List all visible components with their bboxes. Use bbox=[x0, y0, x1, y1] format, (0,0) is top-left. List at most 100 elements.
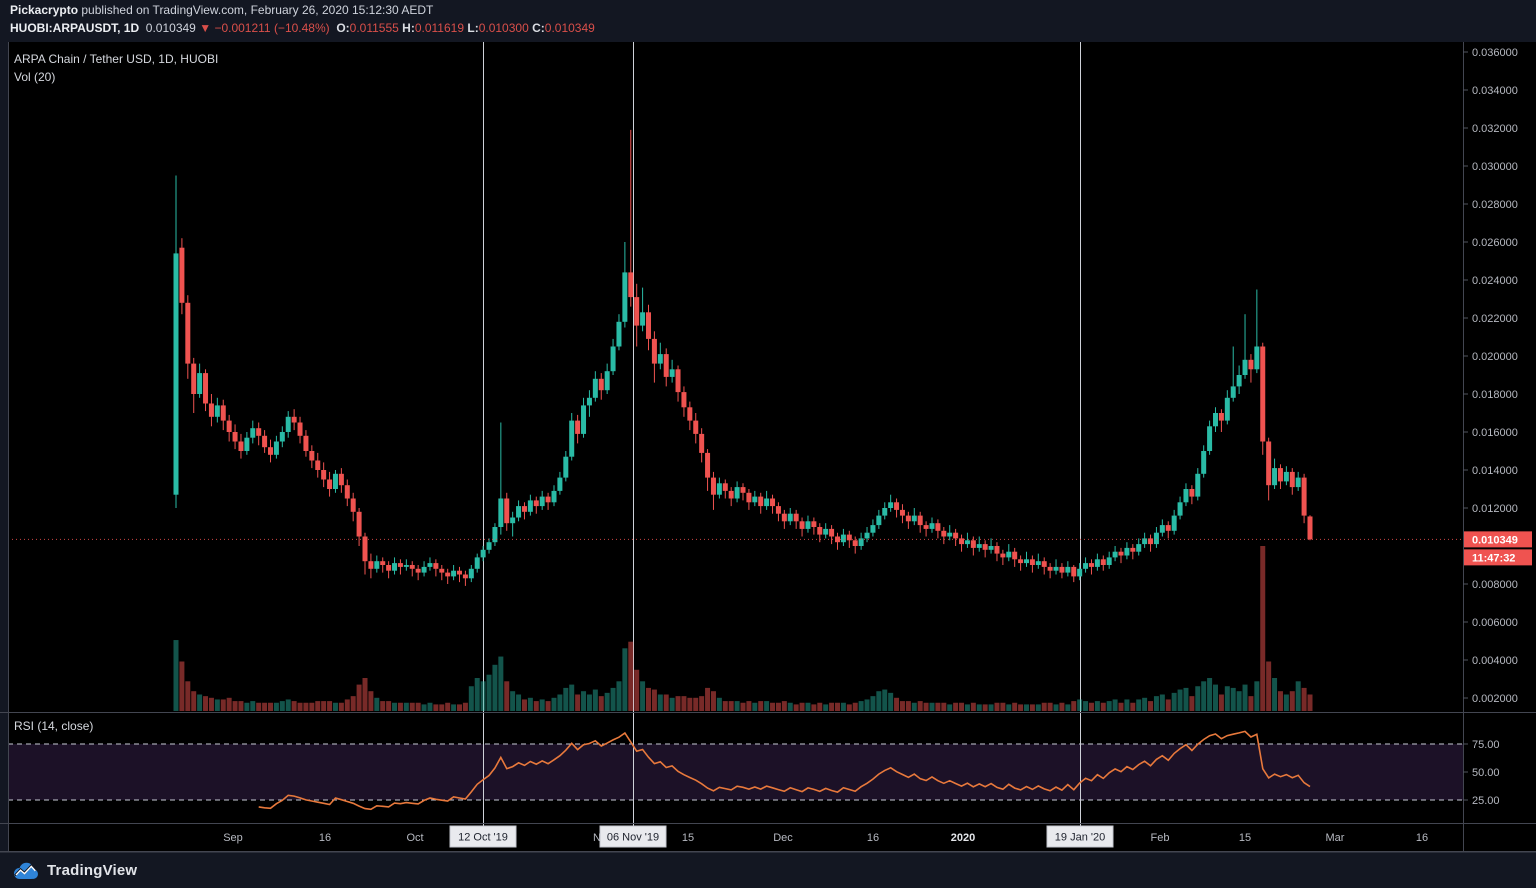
volume-bar bbox=[279, 701, 285, 711]
candle-body bbox=[256, 428, 262, 436]
volume-bar bbox=[575, 694, 581, 711]
chart-background[interactable] bbox=[8, 42, 1536, 851]
volume-bar bbox=[947, 704, 953, 711]
candle-body bbox=[923, 525, 929, 529]
candle-body bbox=[1142, 538, 1148, 545]
volume-bar bbox=[610, 687, 616, 711]
volume-bar bbox=[1053, 704, 1059, 711]
volume-bar bbox=[994, 702, 1000, 711]
candle-body bbox=[433, 563, 439, 569]
time-axis-label: 15 bbox=[682, 832, 694, 844]
volume-bar bbox=[959, 702, 965, 711]
volume-bar bbox=[1000, 702, 1006, 711]
candle-body bbox=[1272, 468, 1278, 486]
candle-body bbox=[852, 540, 858, 546]
volume-bar bbox=[415, 702, 421, 711]
candle-body bbox=[197, 373, 203, 394]
candle-body bbox=[1124, 547, 1130, 556]
time-axis[interactable]: Sep 16 Oct N 15 Dec 16 2020 Feb 15 Mar 16 12 Oct '19… bbox=[223, 825, 1428, 848]
volume-bar bbox=[1213, 684, 1218, 711]
volume-bar bbox=[586, 694, 592, 711]
event-date-badge bbox=[1046, 825, 1114, 848]
volume-bar bbox=[811, 704, 817, 711]
candle-body bbox=[799, 521, 805, 529]
tradingview-wordmark[interactable]: TradingView bbox=[47, 862, 138, 879]
candle-body bbox=[770, 498, 776, 507]
candle-body bbox=[403, 565, 409, 567]
volume-bar bbox=[988, 704, 994, 711]
candle-body bbox=[846, 534, 852, 541]
candle-body bbox=[1283, 471, 1289, 482]
price-axis-label: 0.034000 bbox=[1472, 85, 1518, 97]
chart-canvas[interactable]: 0.036000 0.034000 0.032000 0.030000 0.028000… bbox=[0, 40, 1536, 852]
rsi-indicator-legend[interactable]: RSI (14, close) bbox=[14, 719, 94, 733]
candle-body bbox=[244, 437, 250, 451]
volume-bar bbox=[197, 694, 203, 711]
candle-body bbox=[829, 528, 835, 537]
volume-bar bbox=[1106, 701, 1112, 711]
candle-body bbox=[970, 540, 976, 548]
volume-bar bbox=[1272, 678, 1278, 711]
candle-body bbox=[392, 563, 398, 571]
candle-body bbox=[238, 441, 244, 451]
low-value: 0.010300 bbox=[478, 21, 529, 35]
volume-bar bbox=[563, 687, 569, 711]
volume-bar bbox=[699, 696, 705, 711]
volume-bar bbox=[1018, 704, 1024, 711]
price-axis[interactable]: 0.036000 0.034000 0.032000 0.030000 0.028000… bbox=[1463, 47, 1532, 807]
volume-bar bbox=[1236, 691, 1242, 711]
candle-body bbox=[521, 506, 527, 512]
volume-bar bbox=[1159, 694, 1165, 711]
volume-bar bbox=[770, 702, 776, 711]
candle-body bbox=[681, 392, 687, 408]
candle-body bbox=[380, 561, 386, 565]
candle-body bbox=[285, 416, 291, 432]
open-value: 0.011555 bbox=[349, 21, 399, 35]
candle-body bbox=[657, 354, 663, 364]
candle-body bbox=[350, 498, 356, 512]
candle-body bbox=[356, 511, 362, 537]
volume-bar bbox=[799, 702, 805, 711]
volume-bar bbox=[1094, 701, 1100, 711]
volume-bar bbox=[327, 701, 333, 711]
volume-bar bbox=[557, 694, 563, 711]
candle-body bbox=[610, 346, 616, 372]
candle-body bbox=[598, 378, 604, 391]
volume-indicator-legend[interactable]: Vol (20) bbox=[14, 70, 56, 84]
header: Pickacrypto published on TradingView.com… bbox=[0, 0, 1536, 40]
chart-legend-title[interactable]: ARPA Chain / Tether USD, 1D, HUOBI bbox=[14, 52, 219, 66]
candle-body bbox=[746, 492, 752, 503]
price-axis-label: 0.002000 bbox=[1472, 693, 1518, 705]
candle-body bbox=[397, 563, 403, 567]
candle-body bbox=[722, 483, 728, 491]
volume-bar bbox=[752, 702, 758, 711]
candle-body bbox=[1183, 489, 1189, 503]
volume-bar bbox=[870, 696, 876, 711]
candle-body bbox=[1006, 551, 1012, 558]
volume-bar bbox=[929, 702, 935, 711]
tradingview-logo-icon[interactable] bbox=[12, 862, 39, 880]
volume-bar bbox=[1142, 697, 1148, 711]
event-date-badge bbox=[449, 825, 517, 848]
volume-bar bbox=[297, 702, 303, 711]
candle-body bbox=[581, 405, 587, 434]
volume-bar bbox=[1171, 692, 1177, 711]
candle-body bbox=[1165, 525, 1171, 531]
candle-body bbox=[468, 568, 474, 579]
volume-bar bbox=[1024, 704, 1029, 711]
candle-body bbox=[344, 485, 350, 499]
candle-body bbox=[451, 570, 457, 577]
candle-body bbox=[268, 447, 273, 455]
candle-body bbox=[687, 407, 693, 421]
volume-bar bbox=[693, 697, 699, 711]
chart-svg[interactable]: 0.036000 0.034000 0.032000 0.030000 0.028000… bbox=[0, 40, 1536, 852]
symbol-name[interactable]: HUOBI:ARPAUSDT, 1D bbox=[10, 21, 140, 35]
volume-bar bbox=[516, 694, 522, 711]
candle-body bbox=[1230, 386, 1236, 398]
volume-bar bbox=[687, 697, 693, 711]
volume-bar bbox=[185, 681, 191, 711]
candle-body bbox=[421, 566, 427, 573]
volume-bar bbox=[1148, 701, 1154, 711]
candle-body bbox=[386, 565, 392, 571]
candle-body bbox=[368, 561, 374, 569]
